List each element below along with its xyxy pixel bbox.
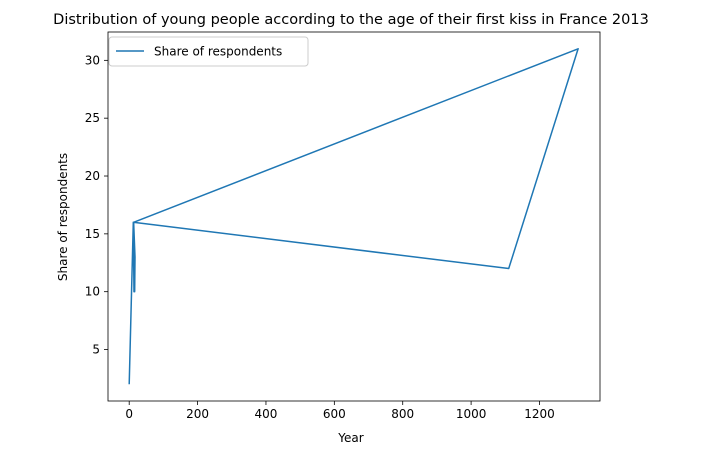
x-axis-label: Year — [337, 431, 363, 445]
y-tick-label: 20 — [85, 169, 100, 183]
series-line-0 — [128, 48, 579, 385]
x-tick-label: 400 — [255, 407, 278, 421]
y-tick-label: 15 — [85, 227, 100, 241]
plot-frame — [107, 31, 601, 402]
x-tick-label: 1200 — [524, 407, 555, 421]
y-tick-label: 25 — [85, 111, 100, 125]
y-tick-label: 30 — [85, 53, 100, 67]
legend-label: Share of respondents — [154, 45, 282, 59]
legend: Share of respondents — [108, 36, 309, 67]
x-tick-label: 600 — [323, 407, 346, 421]
plot-area: 0 200 400 600 800 1000 1200 5 10 15 20 25 30 — [85, 31, 601, 421]
legend-box — [108, 36, 309, 67]
x-tick-label: 1000 — [456, 407, 487, 421]
y-tick-label: 10 — [85, 285, 100, 299]
y-tick-label: 5 — [92, 343, 100, 357]
x-tick-label: 800 — [391, 407, 414, 421]
x-tick-label: 200 — [186, 407, 209, 421]
y-axis-label: Share of respondents — [56, 153, 70, 281]
x-tick-label: 0 — [125, 407, 133, 421]
chart-title: Distribution of young people according t… — [53, 12, 649, 28]
